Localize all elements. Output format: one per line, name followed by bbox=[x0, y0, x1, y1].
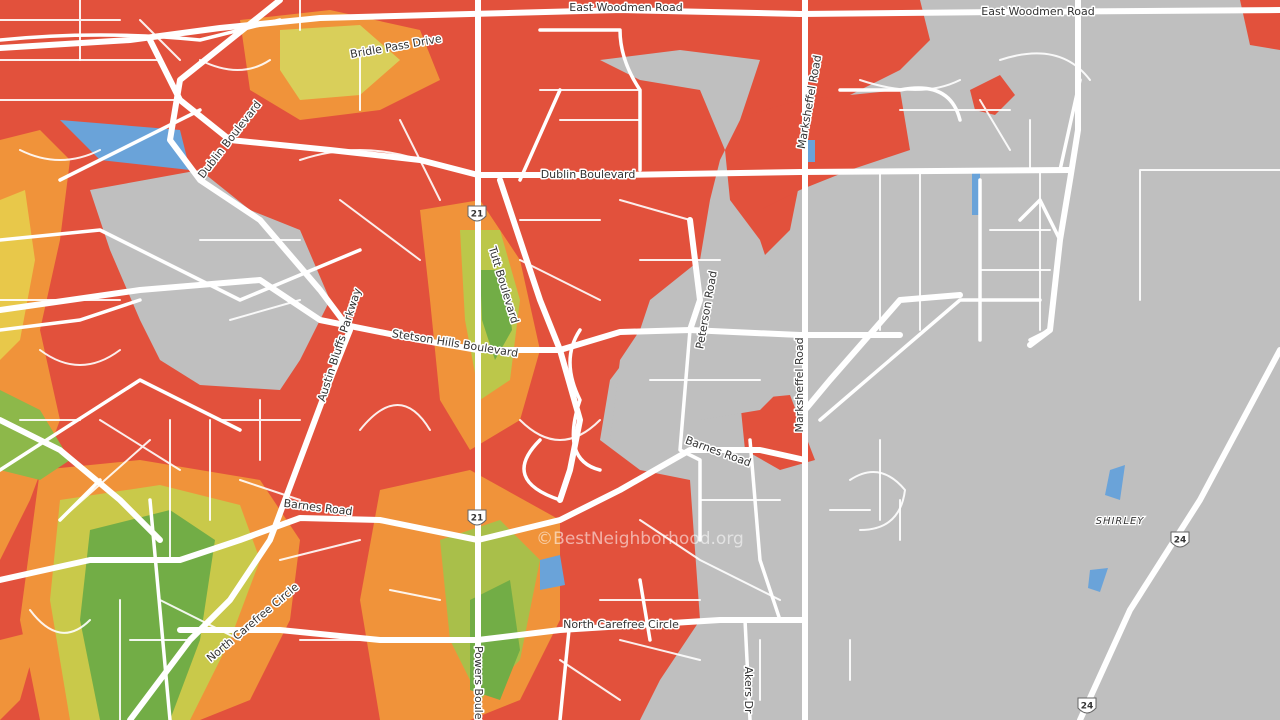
road-label: Akers Dr bbox=[742, 666, 755, 713]
water-body bbox=[540, 555, 565, 590]
route-shield: 24 bbox=[1077, 697, 1097, 714]
route-shield: 24 bbox=[1170, 531, 1190, 548]
shield-shape bbox=[467, 205, 487, 222]
shield-shape bbox=[467, 509, 487, 526]
road-label: East Woodmen Road bbox=[981, 5, 1094, 18]
shield-number: 21 bbox=[471, 210, 484, 220]
road-label: East Woodmen Road bbox=[569, 1, 682, 14]
gray-zone bbox=[90, 170, 330, 390]
yellow-zone bbox=[280, 25, 400, 100]
green-zone bbox=[480, 270, 512, 360]
road-label: Dublin Boulevard bbox=[541, 168, 636, 181]
shield-number: 21 bbox=[471, 514, 484, 524]
yellow-zone bbox=[0, 190, 35, 360]
road-label: Powers Boulevard bbox=[472, 646, 485, 720]
water-body bbox=[808, 140, 815, 162]
water-body bbox=[1088, 568, 1108, 592]
route-shields: 21 21 24 24 bbox=[467, 205, 1190, 714]
orange-zone bbox=[0, 630, 40, 720]
route-shield: 21 bbox=[467, 205, 487, 222]
route-shield: 21 bbox=[467, 509, 487, 526]
gray-zone bbox=[600, 50, 800, 450]
shield-shape bbox=[1077, 697, 1097, 714]
mid-roads bbox=[0, 18, 1082, 720]
road-label: North Carefree Circle bbox=[563, 618, 679, 631]
road-label: Marksheffel Road bbox=[793, 337, 806, 432]
red-zone bbox=[970, 75, 1015, 115]
shield-shape bbox=[1170, 531, 1190, 548]
place-label: SHIRLEY bbox=[1096, 516, 1145, 527]
water-body bbox=[1105, 465, 1125, 500]
shield-number: 24 bbox=[1081, 702, 1094, 712]
watermark: ©BestNeighborhood.org bbox=[536, 529, 744, 549]
water-body bbox=[972, 170, 980, 215]
shield-number: 24 bbox=[1174, 536, 1187, 546]
red-zone bbox=[730, 90, 910, 210]
